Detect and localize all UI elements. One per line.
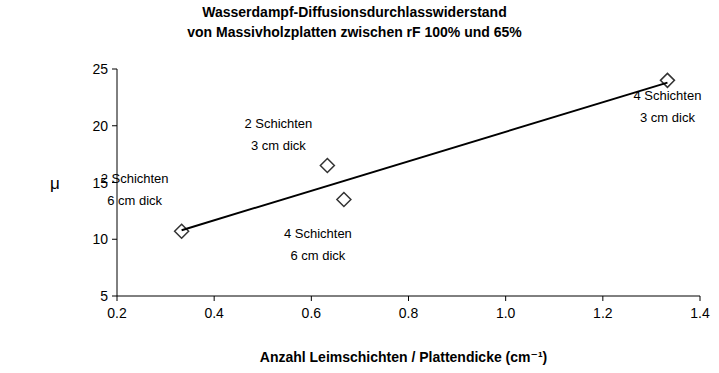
x-tick: [117, 296, 118, 301]
plot-area: [175, 73, 675, 238]
point-label: 2 Schichten3 cm dick: [244, 116, 312, 153]
point: [660, 73, 674, 87]
x-tick-label: 0.4: [204, 305, 224, 321]
y-tick-label: 20: [92, 118, 108, 134]
x-tick: [408, 296, 409, 301]
trend-line: [182, 83, 668, 231]
point-label: 4 Schichten3 cm dick: [633, 88, 701, 125]
point: [337, 193, 351, 207]
y-tick: [112, 239, 117, 240]
x-tick: [214, 296, 215, 301]
y-tick-label: 10: [92, 231, 108, 247]
x-tick-label: 0.6: [302, 305, 322, 321]
chart: Wasserdampf-Diffusionsdurchlasswiderstan…: [0, 0, 719, 373]
x-axis-label: Anzahl Leimschichten / Plattendicke (cm⁻…: [260, 349, 547, 365]
x-tick-label: 0.8: [399, 305, 419, 321]
x-tick-label: 1.4: [690, 305, 710, 321]
x-tick: [505, 296, 506, 301]
point: [320, 158, 334, 172]
x-tick: [700, 296, 701, 301]
point-label: 4 Schichten6 cm dick: [284, 226, 352, 263]
x-tick: [311, 296, 312, 301]
y-tick-label: 25: [92, 61, 108, 77]
x-tick-label: 0.2: [107, 305, 127, 321]
y-tick-label: 5: [100, 288, 108, 304]
y-tick: [112, 125, 117, 126]
x-tick: [602, 296, 603, 301]
y-tick: [112, 296, 117, 297]
x-tick-label: 1.2: [593, 305, 613, 321]
y-tick: [112, 69, 117, 70]
point-label: 2 Schichten6 cm dick: [101, 171, 169, 208]
x-tick-label: 1.0: [496, 305, 516, 321]
point: [175, 224, 189, 238]
y-axis-label: μ: [50, 174, 60, 193]
title: Wasserdampf-Diffusionsdurchlasswiderstan…: [187, 4, 522, 40]
